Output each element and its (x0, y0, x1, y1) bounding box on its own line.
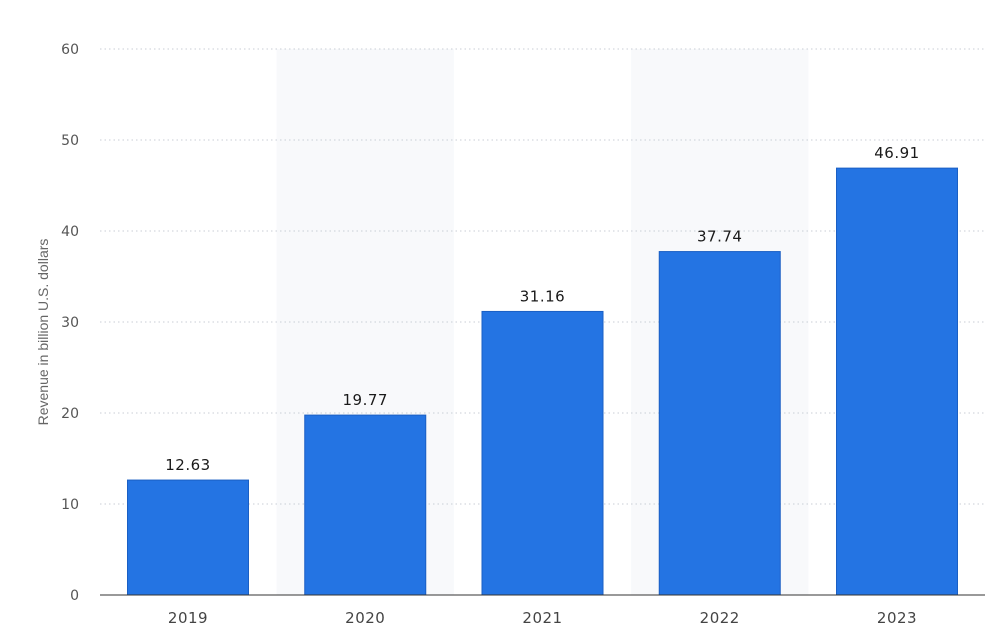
value-label-2019: 12.63 (165, 456, 210, 474)
value-label-2020: 19.77 (343, 391, 388, 409)
y-tick-label: 10 (61, 497, 79, 513)
y-axis-ticks: 0 10 20 30 40 50 60 (61, 42, 79, 604)
x-tick-label-2023: 2023 (877, 609, 917, 627)
y-tick-label: 40 (61, 224, 79, 240)
bar-2021 (481, 310, 604, 596)
value-label-2023: 46.91 (874, 144, 919, 162)
value-labels: 12.63 19.77 31.16 37.74 46.91 (165, 144, 919, 474)
y-axis-title: Revenue in billion U.S. dollars (35, 239, 51, 426)
bar-2019 (127, 479, 249, 596)
bar-2020 (304, 414, 427, 596)
x-tick-label-2020: 2020 (345, 609, 385, 627)
value-label-2022: 37.74 (697, 228, 742, 246)
x-axis-ticks: 2019 2020 2021 2022 2023 (168, 609, 917, 627)
bar-2022 (658, 251, 781, 596)
y-tick-label: 30 (61, 315, 79, 331)
x-tick-label-2022: 2022 (700, 609, 740, 627)
x-tick-label-2021: 2021 (522, 609, 562, 627)
bars (127, 167, 958, 596)
value-label-2021: 31.16 (520, 287, 565, 305)
y-tick-label: 60 (61, 42, 79, 58)
bar-2023 (836, 167, 958, 596)
y-tick-label: 50 (61, 133, 79, 149)
y-tick-label: 0 (70, 588, 79, 604)
x-tick-label-2019: 2019 (168, 609, 208, 627)
y-tick-label: 20 (61, 406, 79, 422)
